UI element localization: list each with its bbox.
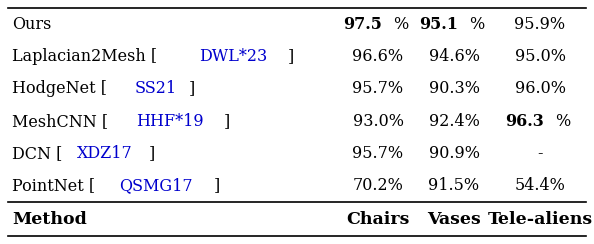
Text: Vases: Vases <box>427 211 481 227</box>
Text: ]: ] <box>214 177 220 194</box>
Text: HHF*19: HHF*19 <box>136 113 204 130</box>
Text: 93.0%: 93.0% <box>352 113 403 130</box>
Text: 96.6%: 96.6% <box>352 48 403 65</box>
Text: 90.3%: 90.3% <box>428 80 479 97</box>
Text: Laplacian2Mesh [: Laplacian2Mesh [ <box>12 48 157 65</box>
Text: DCN [: DCN [ <box>12 145 62 162</box>
Text: SS21: SS21 <box>135 80 176 97</box>
Text: ]: ] <box>149 145 155 162</box>
Text: ]: ] <box>287 48 293 65</box>
Text: ]: ] <box>189 80 195 97</box>
Text: 96.3: 96.3 <box>505 113 544 130</box>
Text: 90.9%: 90.9% <box>428 145 479 162</box>
Text: 54.4%: 54.4% <box>514 177 565 194</box>
Text: 70.2%: 70.2% <box>353 177 403 194</box>
Text: 96.0%: 96.0% <box>514 80 565 97</box>
Text: 95.9%: 95.9% <box>514 16 565 33</box>
Text: Tele-aliens: Tele-aliens <box>488 211 593 227</box>
Text: QSMG17: QSMG17 <box>119 177 193 194</box>
Text: ]: ] <box>223 113 229 130</box>
Text: 95.7%: 95.7% <box>352 80 403 97</box>
Text: MeshCNN [: MeshCNN [ <box>12 113 108 130</box>
Text: Ours: Ours <box>12 16 51 33</box>
Text: 95.7%: 95.7% <box>352 145 403 162</box>
Text: 95.1: 95.1 <box>419 16 458 33</box>
Text: XDZ17: XDZ17 <box>77 145 132 162</box>
Text: 94.6%: 94.6% <box>428 48 479 65</box>
Text: 92.4%: 92.4% <box>428 113 479 130</box>
Text: PointNet [: PointNet [ <box>12 177 95 194</box>
Text: %: % <box>555 113 570 130</box>
Text: HodgeNet [: HodgeNet [ <box>12 80 107 97</box>
Text: %: % <box>393 16 409 33</box>
Text: Chairs: Chairs <box>346 211 410 227</box>
Text: DWL*23: DWL*23 <box>199 48 267 65</box>
Text: 97.5: 97.5 <box>343 16 382 33</box>
Text: 91.5%: 91.5% <box>428 177 479 194</box>
Text: 95.0%: 95.0% <box>514 48 565 65</box>
Text: %: % <box>469 16 485 33</box>
Text: Method: Method <box>12 211 87 227</box>
Text: -: - <box>537 145 543 162</box>
